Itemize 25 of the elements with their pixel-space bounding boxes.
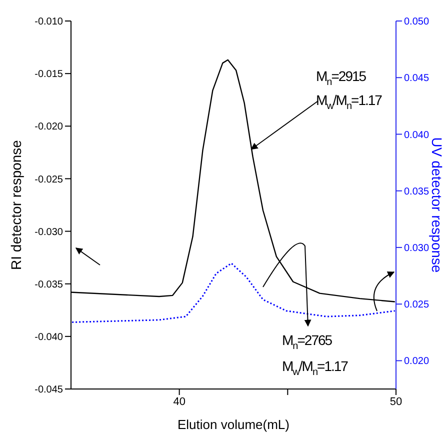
y-tick-label: -0.040	[34, 332, 64, 343]
y-axis-title: RI detector response	[8, 140, 24, 270]
y-tick-label: -0.035	[34, 279, 64, 290]
y2-tick-label: 0.040	[404, 130, 430, 141]
x-tick-label: 40	[173, 396, 186, 408]
x-axis-title: Elution volume(mL)	[178, 417, 290, 432]
y2-tick-label: 0.035	[404, 186, 430, 198]
y2-tick-label: 0.020	[404, 356, 430, 368]
y-tick-label: -0.015	[34, 69, 64, 80]
line-series	[71, 262, 396, 323]
y-tick-label: -0.045	[34, 384, 64, 396]
y2-tick-label: 0.025	[404, 300, 430, 311]
annotation: M$_{n}$=2915	[316, 68, 366, 88]
y-tick-label: -0.030	[34, 226, 64, 238]
annotation: M$_{w}$/M$_{n}$=1.17	[316, 92, 382, 112]
annotation: M$_{w}$/M$_{n}$=1.17	[282, 358, 348, 378]
y-tick-label: -0.010	[34, 16, 64, 28]
annotation: M$_{n}$=2765	[282, 332, 332, 352]
y2-axis-title: UV detector response	[429, 137, 446, 273]
y2-tick-label: 0.045	[404, 73, 430, 84]
x-tick-label: 50	[390, 396, 402, 408]
y2-tick-label: 0.030	[404, 243, 430, 254]
y2-tick-label: 0.050	[404, 16, 430, 28]
y-tick-label: -0.020	[34, 122, 64, 133]
y-tick-label: -0.025	[34, 174, 64, 186]
